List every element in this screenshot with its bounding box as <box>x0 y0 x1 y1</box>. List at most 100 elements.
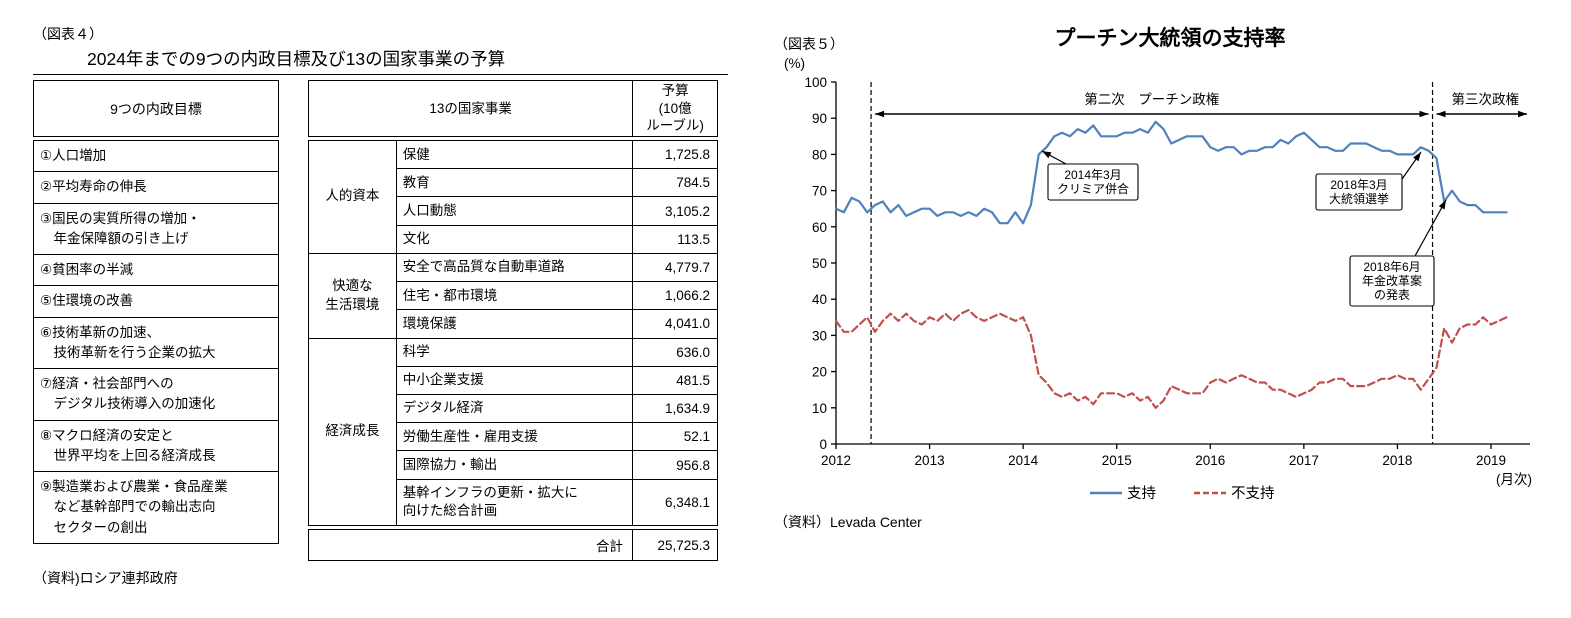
project-budget-cell: 6,348.1 <box>632 478 718 527</box>
project-row: 中小企業支援 481.5 <box>309 365 718 395</box>
svg-text:年金改革案: 年金改革案 <box>1362 273 1422 288</box>
goal-row: ①人口増加 <box>33 139 279 173</box>
project-budget-cell: 1,634.9 <box>632 393 718 424</box>
figure5-panel: （図表５） プーチン大統領の支持率 0 10 20 30 40 50 60 70 80 90 100… <box>770 26 1570 532</box>
figure5-source: （資料）Levada Center <box>774 514 922 531</box>
goal-cell: ①人口増加 <box>33 139 279 173</box>
svg-text:不支持: 不支持 <box>1231 485 1275 502</box>
category-cell: 人的資本 <box>308 140 397 254</box>
goal-row: ④貧困率の半減 <box>33 253 279 287</box>
project-name-cell: 環境保護 <box>395 309 634 339</box>
goal-cell: ②平均寿命の伸長 <box>33 171 279 204</box>
figure4-tables: 9つの内政目標 ①人口増加 ②平均寿命の伸長 ③国民の実質所得の増加・ 年金保障額の… <box>33 80 728 562</box>
svg-text:大統領選挙: 大統領選挙 <box>1329 191 1389 206</box>
project-budget-cell: 1,066.2 <box>632 281 718 311</box>
project-budget-cell: 1,725.8 <box>632 139 718 170</box>
goal-cell: ⑨製造業および農業・食品産業 など基幹部門での輸出志向 セクターの創出 <box>33 471 279 544</box>
project-row: 教育 784.5 <box>309 168 718 198</box>
figure4-tag: （図表４） <box>33 26 103 42</box>
project-name-cell: 中小企業支援 <box>395 365 634 395</box>
project-name-cell: 科学 <box>395 337 634 367</box>
svg-text:20: 20 <box>812 365 827 380</box>
goal-cell: ⑥技術革新の加速、 技術革新を行う企業の拡大 <box>33 316 279 369</box>
svg-text:クリミア併合: クリミア併合 <box>1057 181 1129 196</box>
goal-row: ②平均寿命の伸長 <box>33 171 279 204</box>
svg-text:第二次 プーチン政権: 第二次 プーチン政権 <box>1084 91 1219 107</box>
goal-row: ③国民の実質所得の増加・ 年金保障額の引き上げ <box>33 202 279 255</box>
budget-column-header: 予算 (10億 ルーブル) <box>632 80 718 137</box>
svg-text:30: 30 <box>812 329 827 344</box>
category-cell: 経済成長 <box>308 337 397 527</box>
project-budget-cell: 3,105.2 <box>632 196 718 226</box>
category-cell: 快適な 生活環境 <box>308 252 397 339</box>
svg-text:100: 100 <box>804 75 827 90</box>
project-row: 労働生産性・雇用支援 52.1 <box>309 422 718 452</box>
goal-row: ⑨製造業および農業・食品産業 など基幹部門での輸出志向 セクターの創出 <box>33 471 279 544</box>
svg-text:2018年6月: 2018年6月 <box>1363 260 1420 274</box>
project-budget-cell: 4,779.7 <box>632 252 718 283</box>
project-name-cell: 住宅・都市環境 <box>395 281 634 311</box>
svg-text:10: 10 <box>812 401 827 416</box>
goal-cell: ⑤住環境の改善 <box>33 285 279 318</box>
project-budget-cell: 784.5 <box>632 168 718 198</box>
project-row: 基幹インフラの更新・拡大に 向けた総合計画 6,348.1 <box>309 478 718 527</box>
svg-text:(月次): (月次) <box>1496 472 1532 487</box>
project-budget-cell: 481.5 <box>632 365 718 395</box>
project-row: 人的資本 保健 1,725.8 <box>308 139 718 254</box>
svg-text:2018年3月: 2018年3月 <box>1330 178 1387 192</box>
approval-rating-chart: 0 10 20 30 40 50 60 70 80 90 100 2012 2013 2014 2015 20… <box>770 52 1570 512</box>
project-budget-cell: 636.0 <box>632 337 718 367</box>
svg-text:2015: 2015 <box>1102 453 1132 468</box>
project-row: 経済成長 科学 636.0 <box>308 337 718 527</box>
svg-text:2018: 2018 <box>1382 453 1412 468</box>
projects-table: 13の国家事業 予算 (10億 ルーブル) 人的資本 保健 1,725.8 教育 784… <box>307 80 718 562</box>
figure4-title: 2024年までの9つの内政目標及び13の国家事業の予算 <box>33 44 728 75</box>
goal-row: ⑤住環境の改善 <box>33 285 279 318</box>
svg-text:支持: 支持 <box>1127 485 1156 502</box>
goals-table-body: ①人口増加 ②平均寿命の伸長 ③国民の実質所得の増加・ 年金保障額の引き上げ ④貧困率… <box>33 139 279 544</box>
svg-text:の発表: の発表 <box>1374 288 1410 302</box>
svg-text:90: 90 <box>812 111 827 126</box>
svg-text:0: 0 <box>819 437 827 452</box>
svg-text:50: 50 <box>812 256 827 271</box>
project-budget-cell: 956.8 <box>632 450 718 480</box>
svg-text:60: 60 <box>812 220 827 235</box>
goal-row: ⑥技術革新の加速、 技術革新を行う企業の拡大 <box>33 316 279 369</box>
svg-text:2014: 2014 <box>1008 453 1039 468</box>
project-name-cell: 教育 <box>395 168 634 198</box>
svg-text:40: 40 <box>812 292 827 307</box>
project-name-cell: 人口動態 <box>395 196 634 226</box>
project-budget-cell: 113.5 <box>632 224 718 254</box>
svg-text:2012: 2012 <box>821 453 851 468</box>
svg-text:2013: 2013 <box>915 453 945 468</box>
project-name-cell: 安全で高品質な自動車道路 <box>395 252 634 283</box>
svg-text:80: 80 <box>812 148 827 163</box>
goal-row: ⑧マクロ経済の安定と 世界平均を上回る経済成長 <box>33 419 279 472</box>
goal-cell: ⑧マクロ経済の安定と 世界平均を上回る経済成長 <box>33 419 279 472</box>
svg-text:2014年3月: 2014年3月 <box>1064 168 1121 182</box>
svg-text:2019: 2019 <box>1476 453 1506 468</box>
projects-header-row: 13の国家事業 予算 (10億 ルーブル) <box>307 80 718 137</box>
projects-table-body: 人的資本 保健 1,725.8 教育 784.5 人口動態 3,105.2 文化 113.5 快適… <box>308 139 718 527</box>
goal-cell: ④貧困率の半減 <box>33 253 279 287</box>
figure5-title: プーチン大統領の支持率 <box>1054 27 1286 50</box>
project-row: 文化 113.5 <box>309 224 718 254</box>
approval-chart-svg: 0 10 20 30 40 50 60 70 80 90 100 2012 2013 2014 2015 20… <box>784 56 1532 502</box>
goal-row: ⑦経済・社会部門への デジタル技術導入の加速化 <box>33 368 279 421</box>
project-row: 住宅・都市環境 1,066.2 <box>309 281 718 311</box>
project-row: 快適な 生活環境 安全で高品質な自動車道路 4,779.7 <box>308 252 718 339</box>
project-name-cell: 保健 <box>395 139 634 170</box>
project-name-cell: 国際協力・輸出 <box>395 450 634 480</box>
projects-table-header: 13の国家事業 <box>307 80 634 137</box>
svg-text:(%): (%) <box>784 56 805 71</box>
total-row: 合計 25,725.3 <box>307 529 718 562</box>
project-name-cell: 労働生産性・雇用支援 <box>395 422 634 452</box>
svg-text:70: 70 <box>812 184 827 199</box>
project-budget-cell: 4,041.0 <box>632 309 718 339</box>
goals-table: 9つの内政目標 ①人口増加 ②平均寿命の伸長 ③国民の実質所得の増加・ 年金保障額の… <box>33 80 279 544</box>
goal-cell: ⑦経済・社会部門への デジタル技術導入の加速化 <box>33 368 279 421</box>
project-name-cell: 文化 <box>395 224 634 254</box>
project-budget-cell: 52.1 <box>632 422 718 452</box>
figure4-panel: （図表４） 2024年までの9つの内政目標及び13の国家事業の予算 9つの内政目… <box>33 24 728 588</box>
